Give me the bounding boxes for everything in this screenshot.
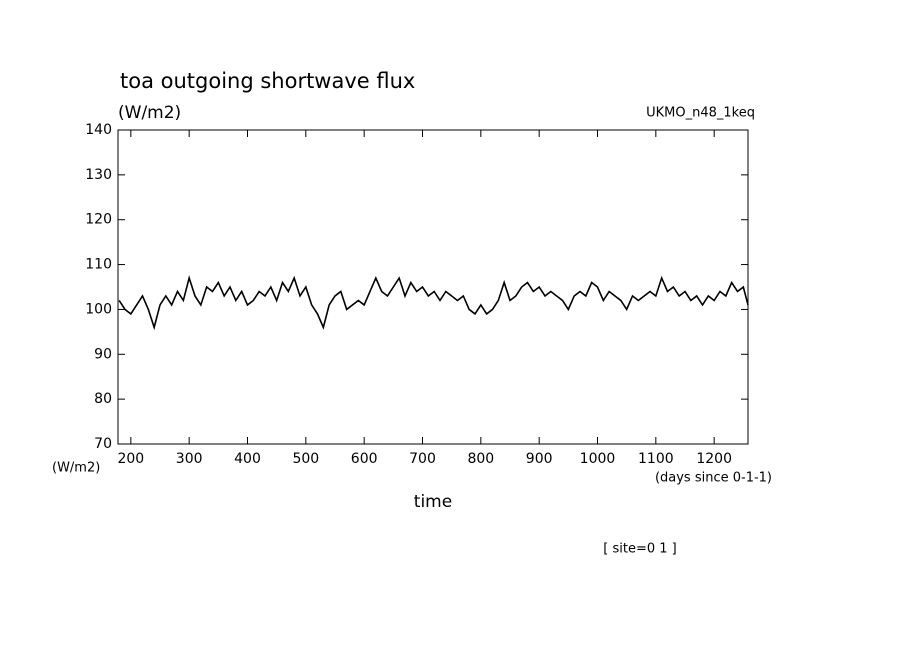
y-tick-label: 90 [94,346,112,362]
footnote: [ site=0 1 ] [603,542,676,557]
y-tick-label: 140 [85,122,112,138]
x-tick-label: 400 [234,451,261,467]
x-axis-label: time [414,492,452,512]
x-tick-label: 1000 [580,451,616,467]
model-label: UKMO_n48_1keq [646,106,755,121]
x-tick-label: 300 [176,451,203,467]
y-tick-label: 100 [85,301,112,317]
y-tick-label: 80 [94,391,112,407]
y-unit: (W/m2) [52,461,100,476]
y-tick-label: 130 [85,167,112,183]
y-tick-label: 120 [85,212,112,228]
y-unit: (W/m2) [118,103,181,123]
x-tick-label: 1200 [696,451,732,467]
y-tick-label: 110 [85,257,112,273]
x-tick-label: 200 [117,451,144,467]
x-tick-label: 900 [526,451,553,467]
x-tick-label: 800 [467,451,494,467]
x-tick-label: 1100 [638,451,674,467]
y-tick-label: 70 [94,436,112,452]
chart-title: toa outgoing shortwave flux [120,69,415,93]
data-line [118,275,749,331]
x-unit: (days since 0-1-1) [655,471,772,486]
x-tick-label: 500 [292,451,319,467]
x-tick-label: 700 [409,451,436,467]
x-tick-label: 600 [351,451,378,467]
plot-frame [117,129,749,445]
